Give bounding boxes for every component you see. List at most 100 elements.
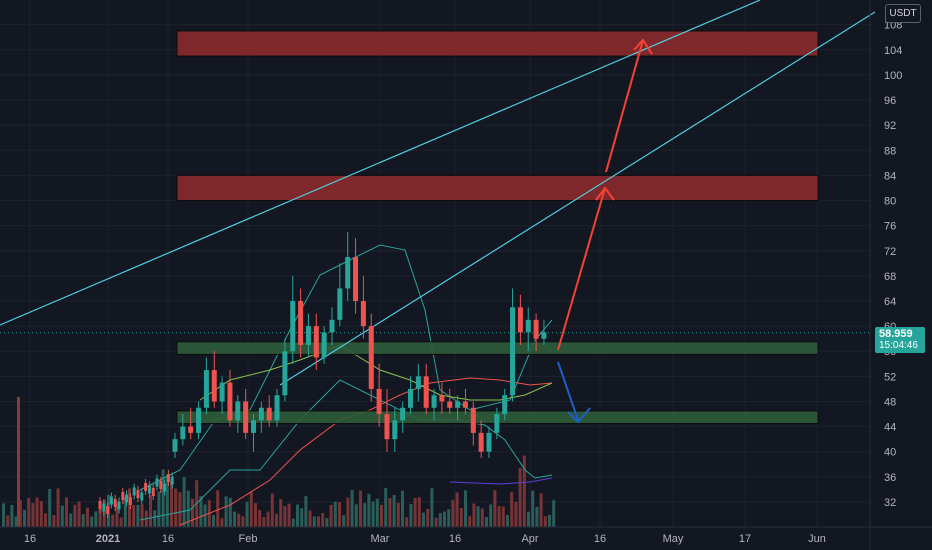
volume-bar	[81, 514, 85, 527]
volume-bar	[430, 488, 434, 527]
volume-bar	[136, 504, 140, 527]
candle-body	[345, 257, 351, 289]
y-tick-label: 72	[884, 246, 896, 258]
volume-bar	[31, 503, 35, 527]
trendlines	[0, 0, 876, 386]
candle-body	[415, 376, 421, 389]
candle-body	[235, 401, 241, 421]
volume-bar	[220, 518, 224, 527]
candle-body	[360, 301, 366, 327]
resistance-zone	[176, 30, 819, 57]
volume-ma	[449, 477, 553, 485]
candle-body	[290, 301, 296, 352]
volume-bar	[489, 504, 493, 527]
volume-bar	[224, 496, 228, 527]
volume-bar	[90, 516, 94, 527]
y-tick-label: 68	[884, 271, 896, 283]
volume-bar	[170, 481, 173, 527]
volume-bar	[165, 475, 169, 527]
volume-bar	[35, 497, 39, 527]
volume-bar	[178, 492, 182, 527]
candle-body	[305, 326, 311, 345]
volume-bar	[262, 516, 266, 527]
volume-bar	[317, 516, 320, 527]
y-tick-label: 84	[884, 170, 896, 182]
volume-bar	[161, 469, 165, 527]
volume-bar	[111, 514, 115, 527]
candle-body	[470, 407, 476, 433]
volume-bar	[258, 510, 262, 527]
moving-average	[179, 377, 553, 526]
y-tick-label: 80	[884, 196, 896, 208]
volume-bar	[86, 507, 89, 527]
candle-body	[274, 395, 280, 421]
y-tick-label: 104	[884, 45, 902, 57]
candle-body	[121, 492, 125, 500]
candle-body	[98, 501, 102, 509]
volume-bar	[203, 504, 207, 527]
volume-bar	[249, 492, 253, 527]
y-tick-label: 76	[884, 221, 896, 233]
volume-bar	[17, 397, 20, 527]
volume-bar	[174, 488, 178, 527]
y-tick-label: 88	[884, 145, 896, 157]
candlesticks	[98, 231, 547, 518]
volume-bar	[497, 506, 501, 527]
volume-bar	[476, 506, 480, 527]
candle-body	[144, 483, 148, 491]
candle-body	[227, 382, 233, 421]
arrow-up-2	[605, 39, 644, 173]
volume-bar	[254, 503, 257, 527]
y-tick-label: 44	[884, 422, 896, 434]
currency-badge[interactable]: USDT	[885, 4, 921, 23]
volume-bar	[409, 504, 413, 527]
candle-body	[533, 319, 539, 339]
volume-bar	[52, 515, 56, 527]
candle-body	[510, 307, 516, 396]
candle-body	[447, 401, 453, 408]
support-zone	[176, 341, 819, 355]
volume-bar	[455, 492, 459, 527]
last-price-tag: 58.959 15:04:46	[875, 327, 925, 353]
candle-body	[439, 395, 445, 402]
x-tick-label: 16	[449, 533, 461, 545]
volume-bar	[157, 491, 161, 527]
y-tick-label: 52	[884, 371, 896, 383]
volume-bar	[548, 514, 551, 527]
y-tick-label: 32	[884, 497, 896, 509]
volume-bar	[304, 496, 308, 527]
candle-body	[321, 332, 327, 358]
volume-bar	[241, 516, 245, 527]
y-tick-label: 36	[884, 472, 896, 484]
x-tick-label: May	[663, 533, 684, 545]
volume-bar	[6, 515, 10, 527]
volume-bar	[434, 517, 438, 527]
candle-body	[166, 474, 170, 482]
volume-bar	[480, 508, 484, 527]
volume-bar	[233, 511, 236, 527]
candle-body	[147, 485, 151, 494]
volume-bar	[384, 487, 388, 527]
projection-arrows	[557, 38, 653, 424]
volume-bar	[237, 513, 241, 527]
candle-body	[203, 370, 209, 408]
volume-bar	[60, 505, 64, 527]
volume-bar	[27, 497, 31, 527]
volume-bar	[485, 517, 488, 527]
candle-body	[376, 388, 382, 415]
candle-body	[155, 478, 159, 487]
y-tick-label: 40	[884, 447, 896, 459]
volume-bar	[123, 497, 127, 527]
volume-bar	[438, 513, 442, 527]
volume-bar	[501, 506, 505, 527]
volume-bar	[153, 510, 157, 527]
candle-body	[400, 407, 406, 421]
candle-body	[408, 388, 413, 408]
candle-body	[113, 499, 117, 507]
volume-bar	[405, 517, 409, 527]
volume-bar	[212, 514, 215, 527]
candle-body	[431, 395, 437, 408]
candle-body	[384, 414, 390, 440]
upper-trendline	[0, 0, 761, 326]
